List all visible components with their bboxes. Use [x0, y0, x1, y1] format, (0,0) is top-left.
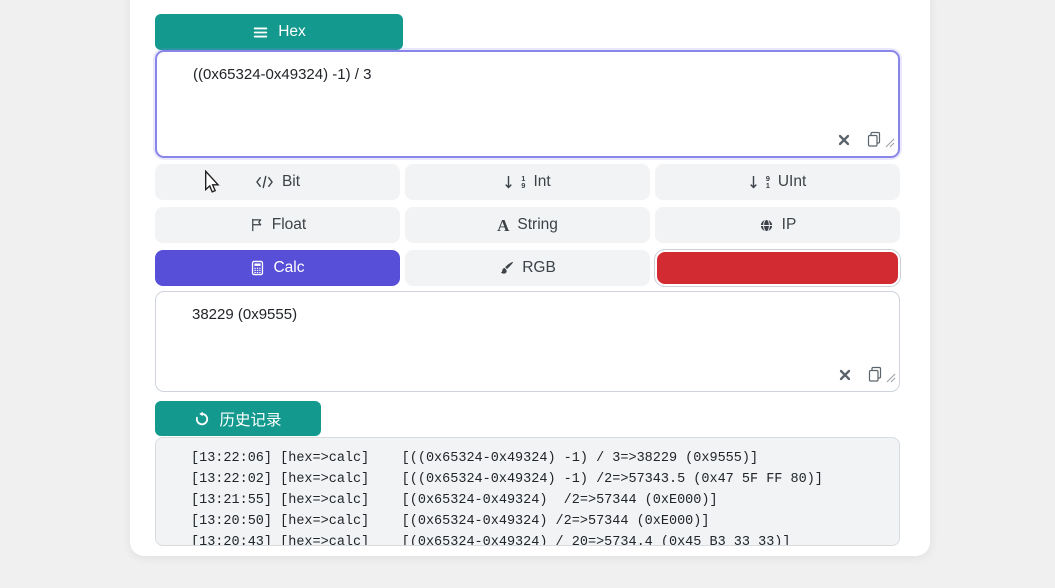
calc-button[interactable]: Calc — [155, 250, 400, 286]
hex-section-label: Hex — [278, 23, 306, 40]
calc-label: Calc — [273, 259, 305, 276]
float-button[interactable]: Float — [155, 207, 400, 243]
globe-icon — [759, 218, 774, 233]
hex-input[interactable]: ((0x65324-0x49324) -1) / 3 — [157, 52, 898, 156]
font-icon: A — [497, 215, 510, 235]
list-icon — [252, 24, 269, 41]
string-button[interactable]: A String — [405, 207, 650, 243]
clear-input-icon[interactable] — [838, 134, 850, 146]
code-icon — [255, 175, 274, 189]
result-output-box: 38229 (0x9555) — [155, 291, 900, 392]
calculator-icon — [250, 260, 265, 276]
rgb-button[interactable]: RGB — [405, 250, 650, 286]
string-label: String — [517, 216, 558, 233]
clear-output-icon[interactable] — [839, 369, 851, 381]
history-button[interactable]: 历史记录 — [155, 401, 321, 436]
copy-output-icon[interactable] — [867, 366, 883, 383]
sort-numeric-up-icon — [749, 175, 758, 189]
history-icon — [194, 411, 210, 427]
history-entry: [13:20:43] [hex=>calc] [(0x65324-0x49324… — [191, 535, 791, 546]
int-label: Int — [533, 173, 551, 190]
history-log: [13:22:06] [hex=>calc] [((0x65324-0x4932… — [155, 437, 900, 546]
rgb-label: RGB — [522, 259, 556, 276]
bit-button[interactable]: Bit — [155, 164, 400, 200]
output-resize-handle[interactable] — [886, 370, 896, 388]
history-label: 历史记录 — [219, 411, 282, 429]
ip-label: IP — [781, 216, 797, 233]
input-resize-handle[interactable] — [885, 135, 895, 153]
history-entry: [13:22:02] [hex=>calc] [((0x65324-0x4932… — [191, 472, 823, 487]
history-entry: [13:21:55] [hex=>calc] [(0x65324-0x49324… — [191, 493, 718, 508]
brush-icon — [499, 261, 514, 276]
history-entry: [13:20:50] [hex=>calc] [(0x65324-0x49324… — [191, 514, 710, 529]
float-label: Float — [271, 216, 307, 233]
history-entry: [13:22:06] [hex=>calc] [((0x65324-0x4932… — [191, 451, 759, 466]
bit-label: Bit — [281, 173, 301, 190]
copy-input-icon[interactable] — [866, 131, 882, 148]
flag-icon — [249, 217, 264, 233]
result-output[interactable]: 38229 (0x9555) — [192, 306, 298, 323]
hex-input-box: ((0x65324-0x49324) -1) / 3 — [155, 50, 900, 158]
uint-label: UInt — [777, 173, 807, 190]
ip-button[interactable]: IP — [655, 207, 900, 243]
color-swatch-button[interactable] — [655, 250, 900, 286]
sort-numeric-down-icon — [504, 175, 513, 189]
hex-section-button[interactable]: Hex — [155, 14, 403, 50]
